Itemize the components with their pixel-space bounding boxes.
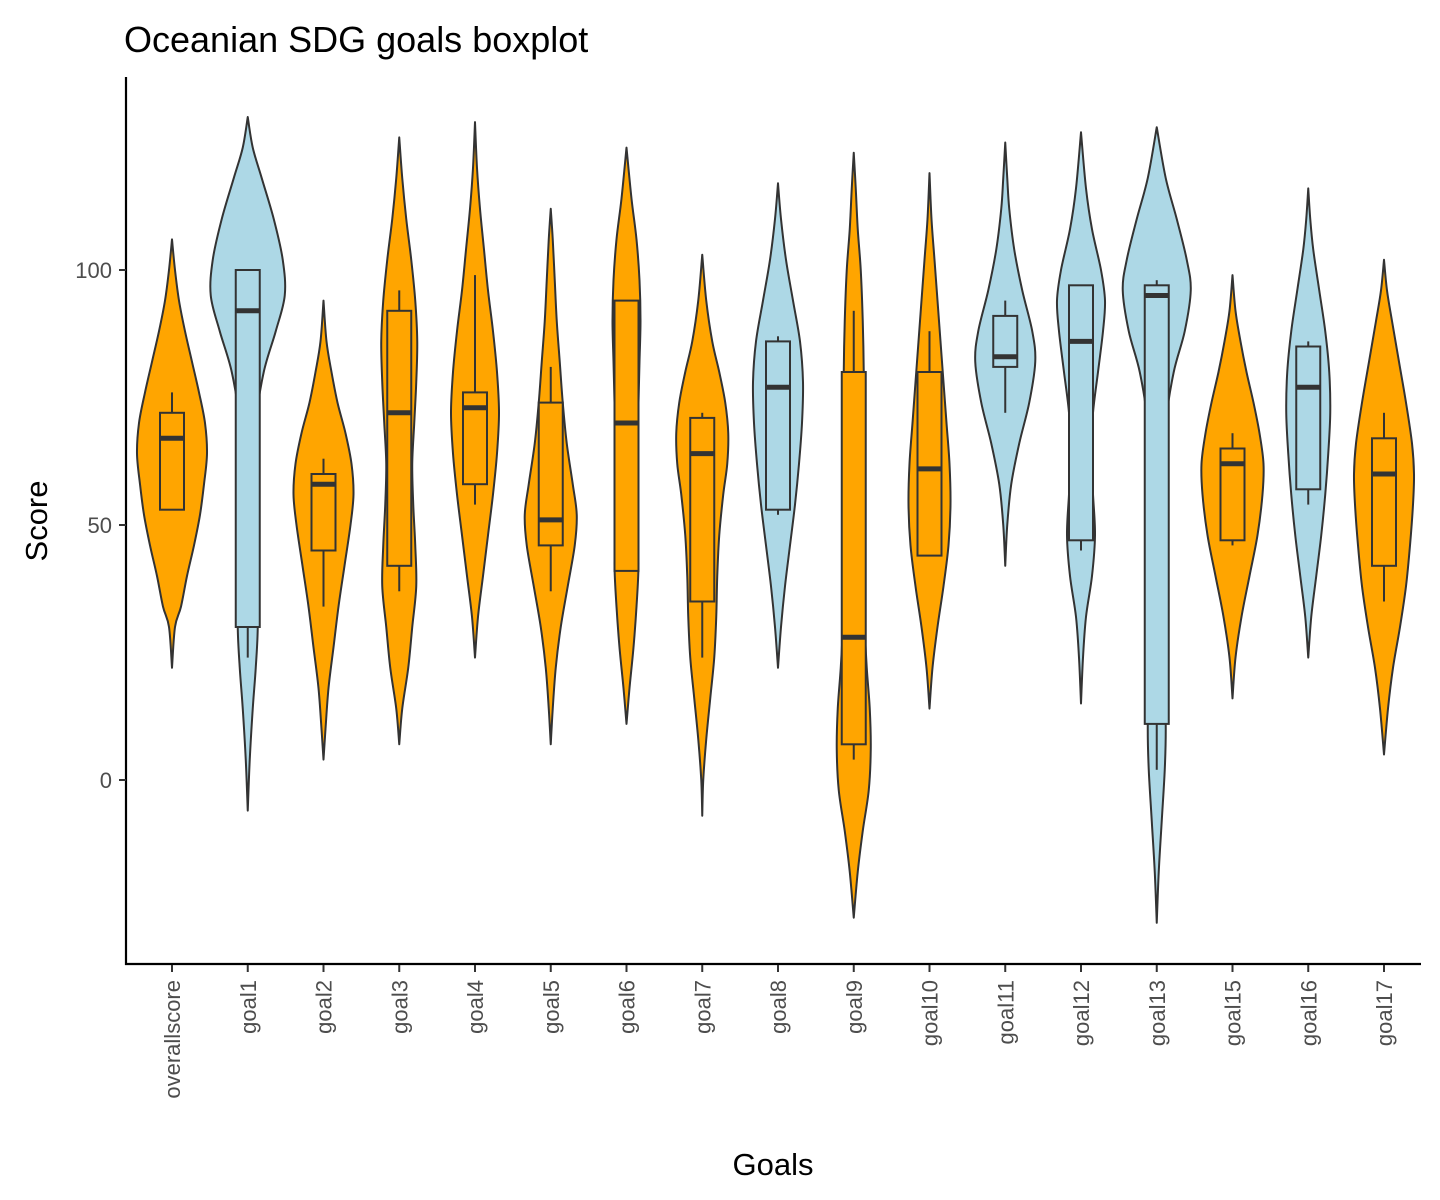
violin-group-goal12 <box>1055 131 1107 705</box>
x-tick-label-goal10: goal10 <box>918 980 943 1046</box>
x-tick-label-goal8: goal8 <box>766 980 791 1034</box>
violin-group-goal4 <box>450 121 500 659</box>
x-tick-label-goal9: goal9 <box>842 980 867 1034</box>
y-tick-label-100: 100 <box>75 258 112 283</box>
y-axis-label: Score <box>19 481 54 562</box>
box-goal5 <box>537 401 564 547</box>
box-goal13 <box>1143 284 1170 725</box>
violin-group-goal5 <box>523 207 578 746</box>
box-goal6 <box>613 299 640 572</box>
violin-group-overallscore <box>135 238 209 669</box>
violin-group-goal10 <box>907 172 952 710</box>
y-tick-label-50: 50 <box>88 513 112 538</box>
x-tick-label-goal3: goal3 <box>387 980 412 1034</box>
x-tick-label-goal1: goal1 <box>236 980 261 1034</box>
x-tick-label-goal5: goal5 <box>539 980 564 1034</box>
x-tick-label-goal2: goal2 <box>312 980 337 1034</box>
x-tick-label-goal15: goal15 <box>1221 980 1246 1046</box>
box-goal16 <box>1295 345 1322 491</box>
violin-group-goal9 <box>835 151 872 919</box>
box-goal8 <box>765 340 791 511</box>
violin-group-goal16 <box>1285 187 1332 659</box>
violin-group-goal7 <box>675 253 730 817</box>
x-tick-label-goal7: goal7 <box>690 980 715 1034</box>
plot-area <box>135 116 1416 924</box>
y-tick-label-0: 0 <box>100 768 112 793</box>
violin-group-goal8 <box>751 182 805 669</box>
chart-title: Oceanian SDG goals boxplot <box>124 19 588 60</box>
violin-group-goal2 <box>292 299 355 761</box>
x-tick-label-goal12: goal12 <box>1069 980 1094 1046</box>
axes <box>124 77 1421 966</box>
violin-group-goal6 <box>611 146 642 725</box>
violin-group-goal1 <box>209 116 287 812</box>
x-tick-label-goal17: goal17 <box>1372 980 1397 1046</box>
x-tick-label-overallscore: overallscore <box>160 980 185 1099</box>
box-goal7 <box>689 416 716 603</box>
x-tick-label-goal6: goal6 <box>615 980 640 1034</box>
box-overallscore <box>159 411 185 511</box>
box-goal10 <box>916 371 943 557</box>
violin-group-goal15 <box>1200 274 1265 700</box>
box-goal17 <box>1371 437 1397 567</box>
x-tick-label-goal16: goal16 <box>1296 980 1321 1046</box>
x-axis-label: Goals <box>733 1147 814 1182</box>
box-goal3 <box>386 309 413 567</box>
violin-group-goal11 <box>974 141 1037 567</box>
box-goal2 <box>310 473 337 552</box>
x-tick-label-goal4: goal4 <box>463 980 488 1034</box>
x-tick-label-goal11: goal11 <box>993 980 1018 1044</box>
box-goal12 <box>1068 284 1094 542</box>
x-ticks: overallscore goal1 goal2 goal3 goal4 goal5 goa… <box>160 965 1397 1099</box>
violin-group-goal3 <box>380 136 419 746</box>
box-goal1 <box>234 269 261 628</box>
violin-group-goal13 <box>1121 126 1192 924</box>
y-ticks: 0 50 100 <box>75 258 126 793</box>
box-goal9 <box>840 371 867 746</box>
x-tick-label-goal13: goal13 <box>1145 980 1170 1046</box>
box-goal11 <box>992 314 1019 368</box>
violin-group-goal17 <box>1352 258 1416 756</box>
